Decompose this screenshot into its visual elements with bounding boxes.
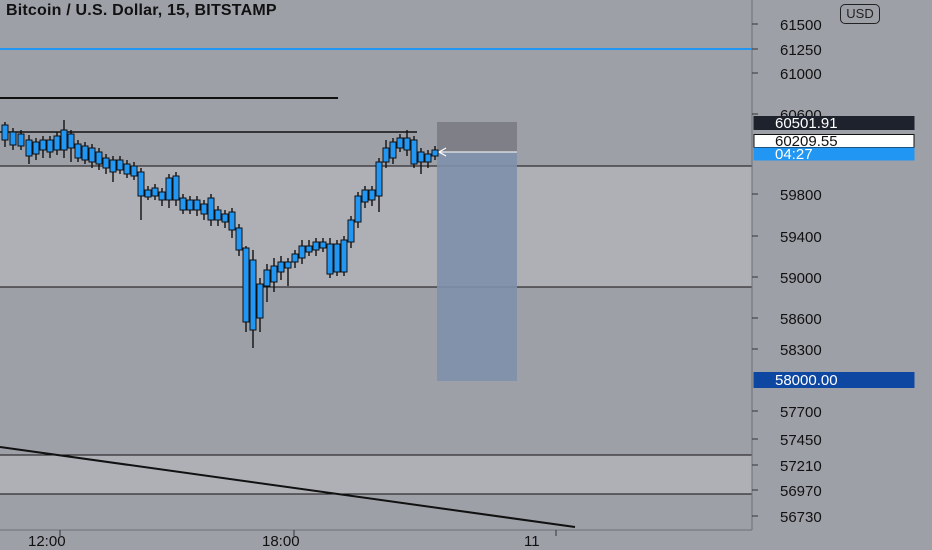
candle-body[interactable] [158,191,166,201]
price-tick-label: 57210 [780,458,822,475]
candle-body[interactable] [207,197,215,221]
candle-body[interactable] [361,189,369,203]
candle-body[interactable] [347,219,355,243]
candle-body[interactable] [326,243,334,275]
candle-body[interactable] [410,139,418,165]
candle-body[interactable] [17,133,25,147]
candle-body[interactable] [109,159,117,173]
candle-body[interactable] [25,139,33,157]
zone-band-lower [0,455,752,494]
candle-body[interactable] [228,211,236,231]
candle-body[interactable] [235,227,243,251]
price-label-text: 58000.00 [775,372,838,389]
price-tick-label: 61250 [780,42,822,59]
candle-body[interactable] [144,189,152,198]
candle-body[interactable] [396,137,404,149]
candle-body[interactable] [151,187,159,197]
price-tick-label: 61000 [780,66,822,83]
price-label [753,372,915,388]
candle-body[interactable] [95,151,103,165]
candle-body[interactable] [46,139,54,153]
candle-body[interactable] [340,239,348,273]
candle-body[interactable] [424,153,432,163]
candle-body[interactable] [53,135,61,151]
candle-body[interactable] [277,261,285,273]
price-tick-label: 56730 [780,509,822,526]
symbol-title: Bitcoin / U.S. Dollar, 15, BITSTAMP [6,2,277,19]
candle-body[interactable] [312,241,320,251]
candle-body[interactable] [193,199,201,211]
price-label-text: 04:27 [775,146,813,163]
trend-line[interactable] [0,446,576,528]
projection-box[interactable] [437,152,517,381]
candle-body[interactable] [298,245,306,259]
price-tick-label: 57450 [780,432,822,449]
price-tick-label: 59400 [780,229,822,246]
candle-body[interactable] [165,177,173,201]
candle-body[interactable] [200,203,208,215]
candle-body[interactable] [186,199,194,211]
price-tick-label: 58300 [780,342,822,359]
candle-body[interactable] [116,159,124,171]
candle-body[interactable] [305,245,313,253]
candle-body[interactable] [368,189,376,201]
candle-body[interactable] [249,259,257,331]
candle-body[interactable] [263,269,271,287]
price-tick-label: 57700 [780,404,822,421]
candle-body[interactable] [403,137,411,151]
time-tick-label: 11 [524,533,540,550]
candle-body[interactable] [137,171,145,197]
candle-body[interactable] [74,143,82,159]
price-tick-label: 58600 [780,311,822,328]
price-tick-label: 61500 [780,17,822,34]
candle-body[interactable] [389,141,397,159]
candle-body[interactable] [9,131,17,146]
candle-body[interactable] [242,247,250,323]
candle-body[interactable] [32,141,40,155]
candle-body[interactable] [102,157,110,169]
candle-body[interactable] [172,175,180,201]
price-tick-label: 59000 [780,270,822,287]
time-tick-label: 18:00 [262,533,300,550]
candle-body[interactable] [319,241,327,249]
candle-body[interactable] [1,124,9,141]
price-tick-label: 56970 [780,483,822,500]
candle-body[interactable] [81,145,89,161]
candle-body[interactable] [375,161,383,197]
price-label [753,116,915,130]
candle-body[interactable] [67,133,75,149]
price-tick-label: 59800 [780,187,822,204]
candle-body[interactable] [130,165,138,177]
candle-body[interactable] [354,195,362,223]
candle-body[interactable] [270,265,278,283]
candle-body[interactable] [60,129,68,151]
arrow-icon [437,147,447,157]
candle-body[interactable] [214,209,222,221]
price-label-text: 60501.91 [775,115,838,132]
candle-body[interactable] [431,149,439,157]
candle-body[interactable] [39,139,47,151]
candle-body[interactable] [256,283,264,319]
price-label [753,147,915,161]
candle-body[interactable] [333,243,341,273]
candle-body[interactable] [417,151,425,163]
projection-box-top[interactable] [437,122,517,152]
price-label-text: 60209.55 [775,133,838,150]
candle-body[interactable] [88,147,96,163]
candle-body[interactable] [284,261,292,269]
candle-body[interactable] [382,147,390,163]
candle-body[interactable] [123,163,131,175]
candle-body[interactable] [221,213,229,223]
candle-body[interactable] [291,253,299,263]
candle-body[interactable] [179,197,187,211]
time-tick-label: 12:00 [28,533,66,550]
currency-button[interactable]: USD [840,4,880,24]
